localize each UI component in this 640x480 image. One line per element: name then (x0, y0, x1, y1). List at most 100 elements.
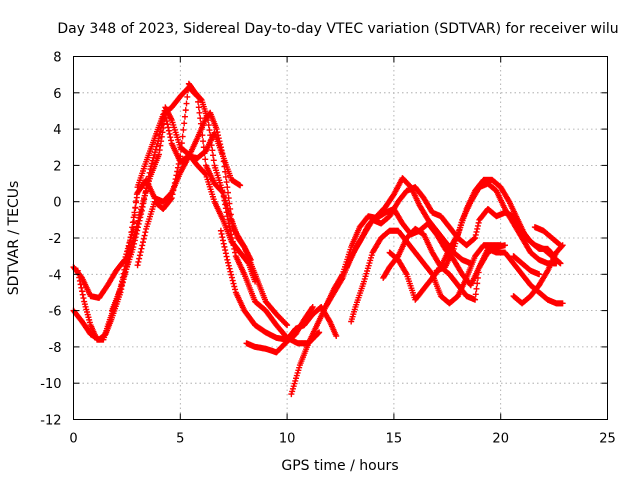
data-point (219, 150, 226, 157)
data-point (137, 214, 144, 221)
data-point (165, 124, 172, 131)
data-point (252, 278, 259, 285)
data-point (171, 183, 178, 190)
data-points (70, 80, 566, 398)
x-axis-label: GPS time / hours (281, 458, 398, 474)
data-point (237, 182, 244, 189)
data-point (149, 157, 156, 164)
data-point (220, 193, 227, 200)
data-point (135, 220, 142, 227)
y-tick-label: -4 (49, 268, 62, 283)
data-point (226, 224, 233, 231)
data-point (218, 147, 225, 154)
data-point (209, 147, 216, 154)
data-point (117, 285, 124, 292)
data-point (229, 277, 236, 284)
y-tick-label: 6 (53, 87, 61, 102)
data-point (217, 141, 224, 148)
data-point (142, 229, 149, 236)
data-point (196, 109, 203, 116)
data-point (151, 152, 158, 159)
data-point (225, 195, 232, 202)
data-point (553, 260, 560, 267)
data-point (136, 252, 143, 259)
data-point (315, 330, 322, 337)
data-point (222, 247, 229, 254)
data-point (136, 255, 143, 262)
data-point (229, 238, 236, 245)
data-point (214, 129, 221, 136)
data-point (221, 163, 228, 170)
data-point (227, 211, 234, 218)
data-point (228, 235, 235, 241)
data-point (170, 187, 177, 194)
data-point (124, 251, 131, 258)
data-point (167, 134, 174, 141)
data-point (138, 211, 145, 218)
data-point (132, 234, 139, 241)
data-point (140, 239, 147, 246)
data-point (231, 245, 238, 252)
data-point (206, 127, 213, 134)
data-point (131, 240, 138, 247)
data-point (183, 100, 190, 107)
data-point (131, 209, 138, 216)
y-tick-label: 8 (53, 51, 61, 66)
data-point (228, 274, 235, 281)
data-point (232, 286, 239, 293)
y-tick-label: 4 (53, 123, 61, 138)
data-point (157, 128, 164, 135)
data-point (168, 137, 175, 144)
data-point (147, 166, 154, 173)
data-point (160, 114, 167, 121)
data-point (155, 135, 162, 142)
data-point (472, 296, 479, 303)
x-tick-label: 10 (279, 432, 296, 447)
data-point (316, 329, 323, 336)
data-point (308, 305, 315, 312)
data-point (224, 213, 231, 220)
data-point (213, 126, 220, 133)
y-tick-label: 0 (53, 196, 61, 211)
data-point (169, 191, 176, 198)
data-point (182, 107, 189, 114)
data-point (148, 163, 155, 170)
data-point (76, 277, 83, 284)
data-point (474, 225, 481, 232)
data-point (74, 267, 81, 274)
data-point (220, 153, 227, 160)
data-point (472, 291, 479, 298)
data-point (159, 118, 166, 125)
y-tick-label: -12 (40, 414, 61, 429)
data-point (215, 132, 222, 139)
data-point (223, 209, 230, 216)
data-point (133, 199, 140, 206)
data-point (225, 220, 232, 227)
data-point (77, 281, 84, 288)
data-point (225, 262, 232, 269)
data-point (202, 170, 209, 177)
data-point (473, 228, 480, 235)
data-point (131, 237, 138, 244)
data-point (132, 204, 139, 211)
data-point (497, 242, 504, 249)
data-point (220, 237, 227, 244)
data-point (333, 333, 340, 340)
data-point (167, 196, 174, 203)
axis-ticks: 0 5 10 15 20 25 -12 -10 -8 -6 -4 -2 0 2 4 6 8 (40, 51, 616, 447)
data-point (227, 227, 234, 234)
data-point (200, 138, 207, 145)
data-point (222, 168, 229, 175)
y-tick-label: 2 (53, 159, 61, 174)
data-point (473, 285, 480, 292)
data-point (123, 255, 130, 262)
x-tick-label: 20 (492, 432, 509, 447)
data-point (119, 278, 126, 285)
data-point (208, 142, 215, 149)
data-point (152, 146, 159, 153)
data-point (226, 265, 233, 272)
data-point (220, 158, 227, 165)
data-point (223, 253, 230, 260)
series-track-4 (108, 109, 254, 314)
data-point (228, 231, 235, 238)
